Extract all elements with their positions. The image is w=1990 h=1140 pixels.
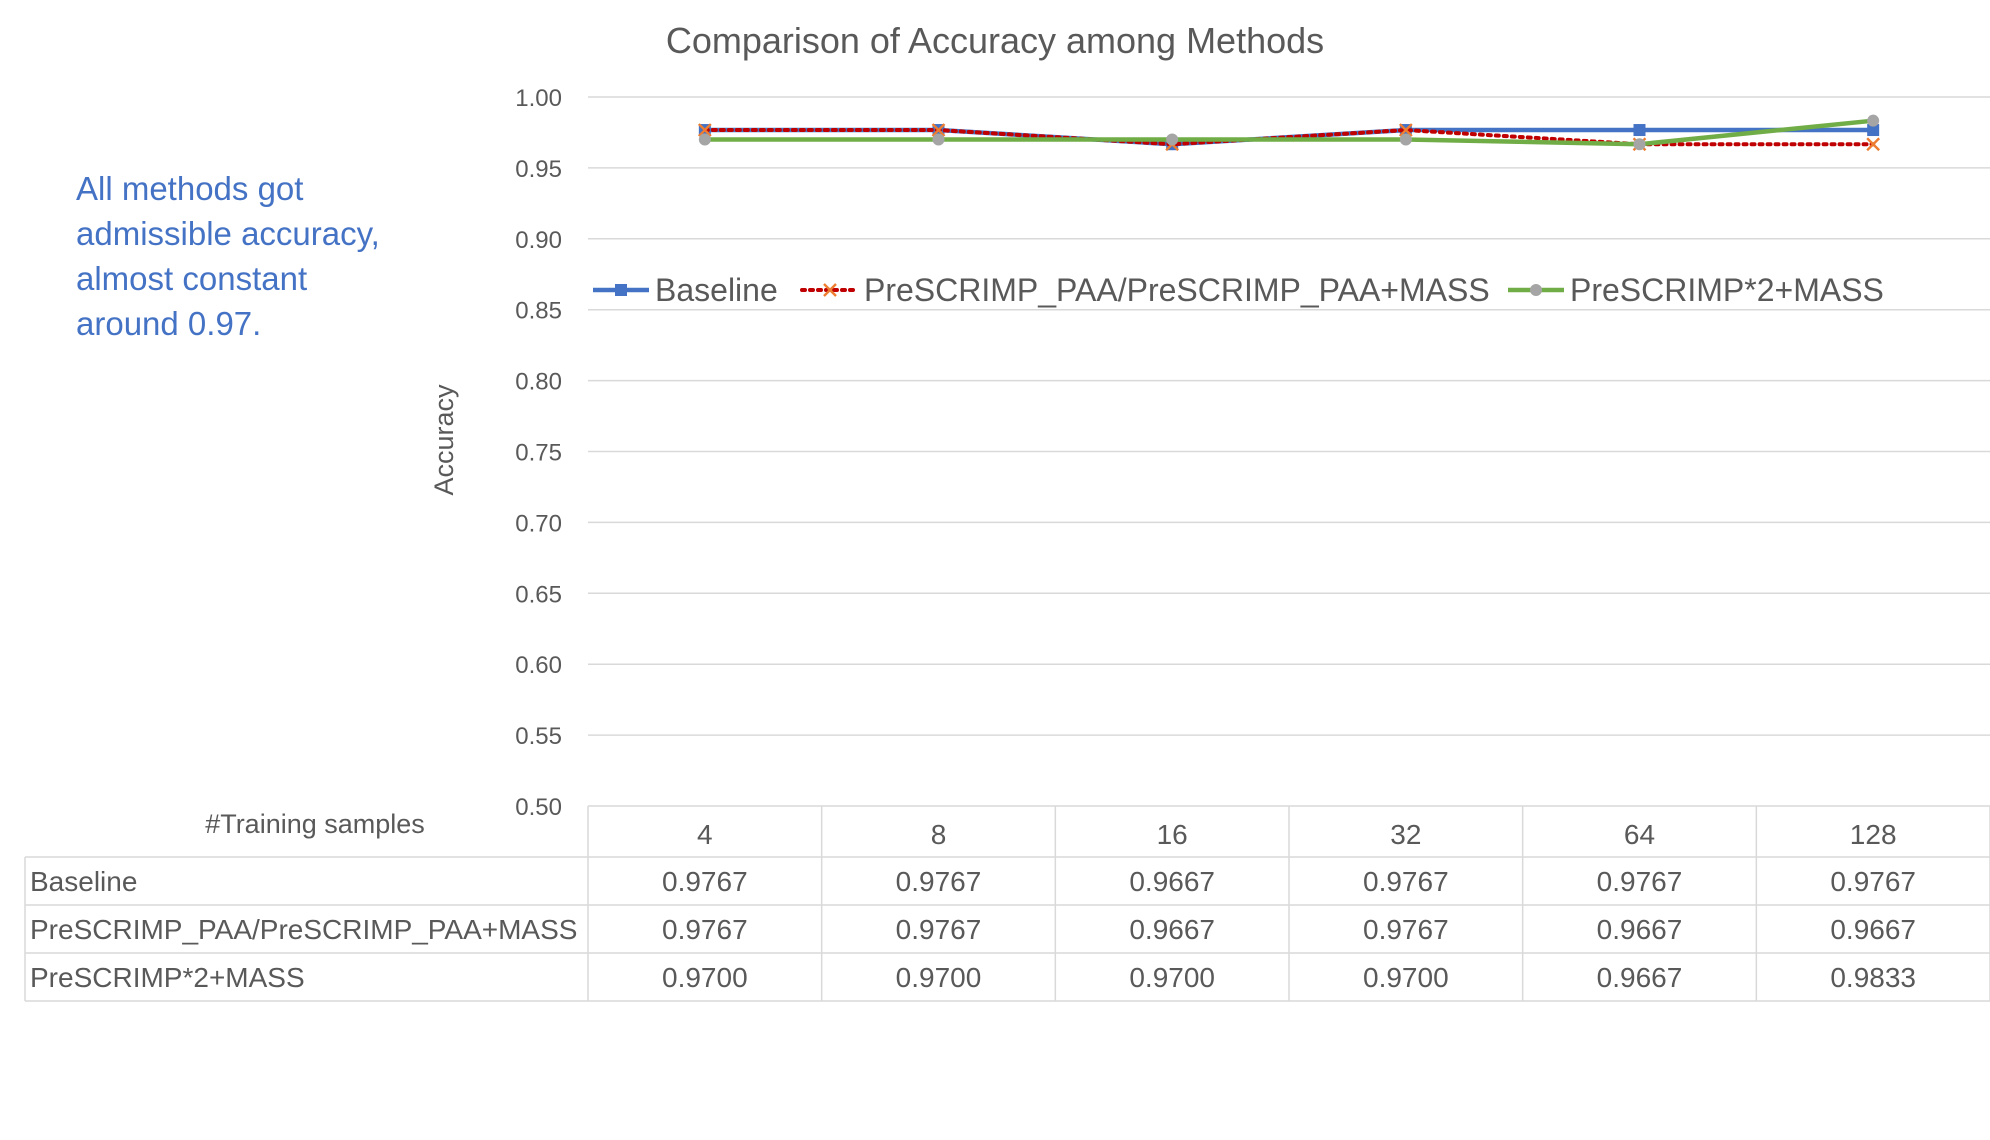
- x-tick-label: 8: [931, 819, 947, 850]
- series-marker: [1867, 124, 1880, 137]
- gridlines: [588, 96, 1990, 736]
- table-cell: 0.9767: [896, 914, 982, 945]
- series-marker: [1530, 284, 1542, 296]
- table-cell: 0.9767: [896, 866, 982, 897]
- series-3: [698, 114, 1880, 151]
- table-cell: 0.9767: [1830, 866, 1916, 897]
- chart-title: Comparison of Accuracy among Methods: [666, 20, 1324, 61]
- series-lines: [697, 114, 1881, 152]
- series-marker: [932, 133, 945, 146]
- series-marker: [615, 284, 627, 296]
- table-row-label: PreSCRIMP*2+MASS: [30, 962, 305, 993]
- data-table: 4 8 16 32 64 128 Baseline 0.9767 0.9767 0.9667 0.9…: [24, 805, 1990, 1002]
- table-row-label: Baseline: [30, 866, 137, 897]
- legend-entry: Baseline: [593, 272, 778, 308]
- y-tick-label: 0.50: [515, 794, 562, 821]
- series-marker: [1866, 137, 1881, 152]
- legend-entry: PreSCRIMP*2+MASS: [1508, 272, 1884, 308]
- series-line: [702, 128, 1876, 147]
- series-marker: [1633, 124, 1646, 137]
- table-cell: 0.9767: [662, 866, 748, 897]
- series-line: [704, 118, 1874, 147]
- y-tick-label: 0.90: [515, 227, 562, 254]
- table-cell: 0.9767: [662, 914, 748, 945]
- series-marker: [1867, 114, 1880, 127]
- series-marker: [1166, 133, 1179, 146]
- annotation-line: All methods got: [76, 170, 304, 207]
- table-cell: 0.9767: [1597, 866, 1683, 897]
- series-marker: [1398, 123, 1413, 137]
- table-cell: 0.9667: [1597, 962, 1683, 993]
- legend: Baseline PreSCRIMP_PAA/PreSCRIMP_PAA+MASS…: [593, 272, 1884, 308]
- table-cell: 0.9667: [1830, 914, 1916, 945]
- table-cell: 0.9667: [1129, 866, 1215, 897]
- series-marker: [1399, 133, 1412, 146]
- x-tick-label: 32: [1390, 819, 1421, 850]
- legend-label: PreSCRIMP*2+MASS: [1570, 272, 1884, 308]
- y-tick-label: 1.00: [515, 85, 562, 112]
- y-axis-ticks: 0.50 0.55 0.60 0.65 0.70 0.75 0.80 0.85 0.90 0.95…: [515, 85, 562, 821]
- x-tick-label: 64: [1624, 819, 1655, 850]
- y-tick-label: 0.60: [515, 652, 562, 679]
- legend-label: PreSCRIMP_PAA/PreSCRIMP_PAA+MASS: [864, 272, 1490, 308]
- legend-entry: PreSCRIMP_PAA/PreSCRIMP_PAA+MASS: [800, 272, 1490, 308]
- annotation-line: admissible accuracy,: [76, 215, 380, 252]
- y-tick-label: 0.85: [515, 298, 562, 325]
- x-tick-label: 4: [697, 819, 713, 850]
- legend-label: Baseline: [655, 272, 778, 308]
- table-cell: 0.9700: [1363, 962, 1449, 993]
- series-marker: [931, 123, 946, 137]
- table-cell: 0.9667: [1597, 914, 1683, 945]
- y-axis-label: Accuracy: [429, 384, 459, 496]
- table-cell: 0.9667: [1129, 914, 1215, 945]
- table-cell: 0.9767: [1363, 866, 1449, 897]
- x-tick-label: 16: [1157, 819, 1188, 850]
- x-axis-label: #Training samples: [205, 809, 425, 839]
- y-tick-label: 0.55: [515, 723, 562, 750]
- table-cell: 0.9700: [1129, 962, 1215, 993]
- annotation-line: around 0.97.: [76, 305, 262, 342]
- annotation-line: almost constant: [76, 260, 308, 297]
- y-tick-label: 0.65: [515, 581, 562, 608]
- table-cell: 0.9700: [662, 962, 748, 993]
- series-marker: [697, 123, 712, 137]
- y-tick-label: 0.80: [515, 369, 562, 396]
- series-marker: [1633, 138, 1646, 151]
- series-marker: [823, 283, 837, 297]
- series-marker: [698, 133, 711, 146]
- series-2: [697, 123, 1881, 152]
- y-tick-label: 0.75: [515, 440, 562, 467]
- y-tick-label: 0.70: [515, 510, 562, 537]
- x-tick-label: 128: [1850, 819, 1897, 850]
- table-cell: 0.9700: [896, 962, 982, 993]
- table-cell: 0.9767: [1363, 914, 1449, 945]
- y-tick-label: 0.95: [515, 156, 562, 183]
- annotation-text: All methods got admissible accuracy, alm…: [76, 166, 436, 346]
- table-cell: 0.9833: [1830, 962, 1916, 993]
- table-row-label: PreSCRIMP_PAA/PreSCRIMP_PAA+MASS: [30, 914, 577, 945]
